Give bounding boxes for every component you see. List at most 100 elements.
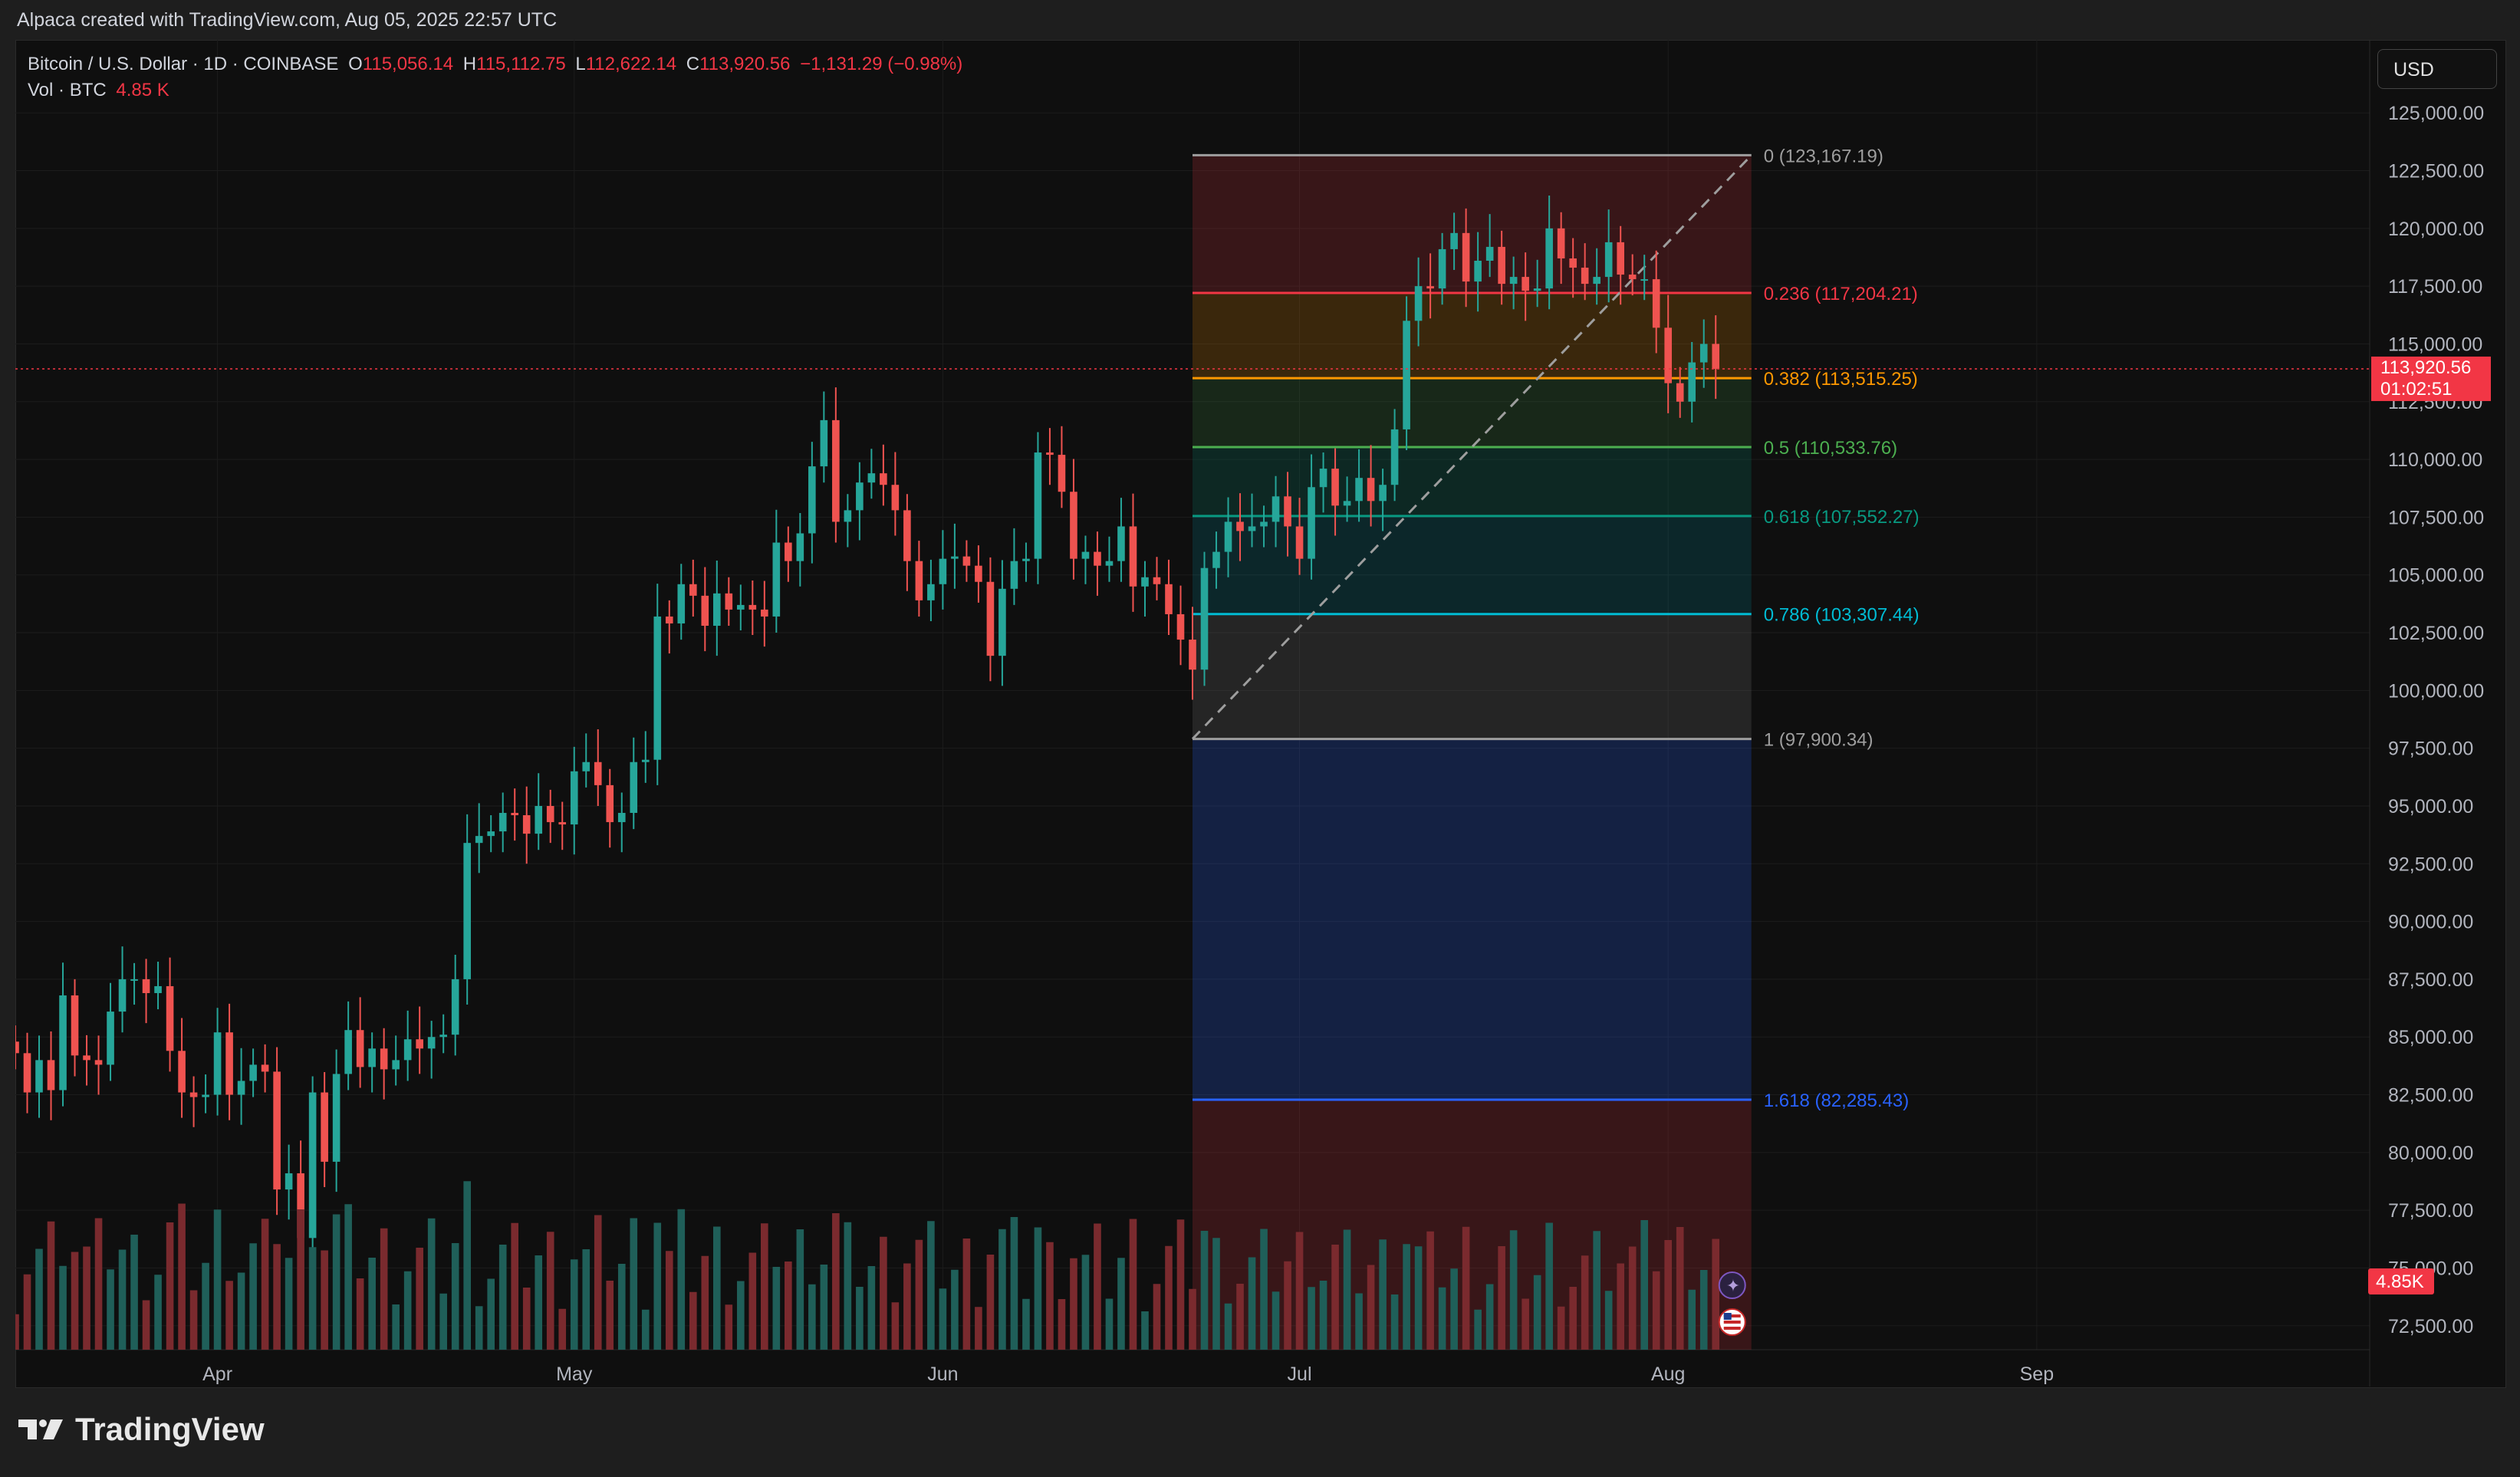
chart-pane[interactable] (15, 40, 2506, 1388)
volume-bar (558, 1308, 567, 1350)
volume-bar (1474, 1309, 1482, 1350)
volume-bar (1367, 1265, 1375, 1350)
volume-bar (1617, 1263, 1624, 1350)
volume-bar (1438, 1287, 1446, 1350)
candle-body (832, 419, 840, 522)
close-label: C (686, 54, 700, 74)
candle-body (130, 979, 138, 981)
candle-body (1652, 279, 1660, 328)
candle-body (1094, 551, 1101, 566)
chart-caption: Alpaca created with TradingView.com, Aug… (17, 9, 558, 31)
candle-body (1105, 561, 1114, 566)
candle-body (1153, 577, 1161, 584)
volume-bar (844, 1222, 852, 1350)
candle-body (498, 813, 507, 832)
candle-body (986, 581, 995, 656)
candle-body (630, 762, 638, 814)
us-flag-event-icon[interactable] (1718, 1308, 1746, 1336)
price-chart[interactable]: 72,500.0075,000.0077,500.0080,000.0082,5… (15, 40, 2505, 1387)
volume-bar (1272, 1291, 1280, 1350)
fib-level-label: 0.786 (103,307.44) (1764, 605, 1920, 626)
y-tick-label: 117,500.00 (2388, 276, 2482, 298)
candle-body (35, 1060, 43, 1093)
volume-bar (1010, 1217, 1018, 1350)
volume-bar (1165, 1245, 1173, 1350)
volume-bar (107, 1269, 114, 1350)
volume-bar (1533, 1275, 1541, 1350)
volume-bar (273, 1244, 281, 1350)
candle-body (166, 985, 174, 1051)
y-tick-label: 80,000.00 (2388, 1143, 2473, 1164)
volume-bar (487, 1278, 495, 1350)
volume-bar (725, 1304, 733, 1350)
volume-bar (737, 1281, 745, 1350)
candle-body (368, 1048, 376, 1067)
candle-body (23, 1053, 31, 1093)
candle-body (1509, 277, 1518, 285)
candle-body (1498, 246, 1505, 285)
volume-bar (975, 1307, 982, 1350)
candle-body (962, 556, 971, 566)
volume-bar (202, 1262, 209, 1350)
symbol-title[interactable]: Bitcoin / U.S. Dollar · 1D · COINBASE (28, 54, 339, 74)
fib-trend-line (1191, 154, 1752, 740)
y-tick-label: 102,500.00 (2388, 623, 2484, 644)
volume-bar (939, 1288, 947, 1350)
candle-body (332, 1074, 340, 1162)
candle-body (1046, 452, 1054, 456)
candle-body (213, 1032, 222, 1095)
currency-button[interactable]: USD (2377, 49, 2497, 89)
volume-bar (653, 1222, 662, 1350)
candle-body (1426, 286, 1434, 289)
volume-bar (71, 1252, 79, 1350)
volume-bar (1295, 1232, 1304, 1350)
candle-body (844, 510, 852, 522)
x-tick-label: May (556, 1364, 593, 1385)
volume-bar (249, 1243, 257, 1350)
candle-body (975, 565, 982, 582)
volume-bar (677, 1209, 686, 1350)
volume-bar (451, 1243, 459, 1350)
fib-zone (1193, 155, 1752, 294)
fib-zone (1193, 515, 1752, 614)
y-tick-label: 82,500.00 (2388, 1085, 2473, 1107)
volume-bar (1604, 1291, 1613, 1350)
volume-bar (1141, 1311, 1149, 1350)
candle-body (856, 482, 864, 511)
volume-bar (321, 1250, 328, 1350)
volume-bar (344, 1204, 352, 1350)
volume-bar (297, 1209, 304, 1350)
candle-body (558, 822, 567, 825)
fib-level-label: 1 (97,900.34) (1764, 730, 1874, 751)
volume-bar (701, 1255, 709, 1350)
volume-bar (59, 1265, 67, 1350)
volume-bar (1236, 1284, 1244, 1350)
volume-bar (1688, 1289, 1696, 1350)
candle-body (1379, 485, 1387, 502)
candle-body (1284, 496, 1291, 527)
sparkle-event-icon[interactable]: ✦ (1718, 1271, 1746, 1299)
y-tick-label: 85,000.00 (2388, 1027, 2473, 1048)
volume-bar (1414, 1246, 1423, 1350)
volume-bar (570, 1259, 578, 1350)
candle-body (107, 1012, 114, 1065)
candle-body (321, 1092, 328, 1162)
candle-body (403, 1039, 412, 1061)
volume-bar (1699, 1270, 1708, 1350)
candle-body (285, 1173, 293, 1190)
candle-body (880, 473, 887, 485)
tradingview-logo[interactable]: TradingView (17, 1411, 265, 1448)
volume-bar (1200, 1231, 1209, 1350)
volume-bar (1712, 1239, 1720, 1350)
volume-bar (498, 1245, 507, 1350)
countdown-value: 01:02:51 (2380, 379, 2452, 400)
y-tick-label: 72,500.00 (2388, 1316, 2473, 1337)
candle-body (570, 771, 578, 825)
volume-bar (594, 1215, 602, 1350)
open-value: 115,056.14 (362, 54, 454, 74)
volume-bar (35, 1248, 43, 1350)
candle-body (1272, 496, 1280, 522)
volume-bar (1522, 1298, 1529, 1350)
volume-label[interactable]: Vol · BTC (28, 80, 107, 100)
candle-body (475, 836, 483, 844)
